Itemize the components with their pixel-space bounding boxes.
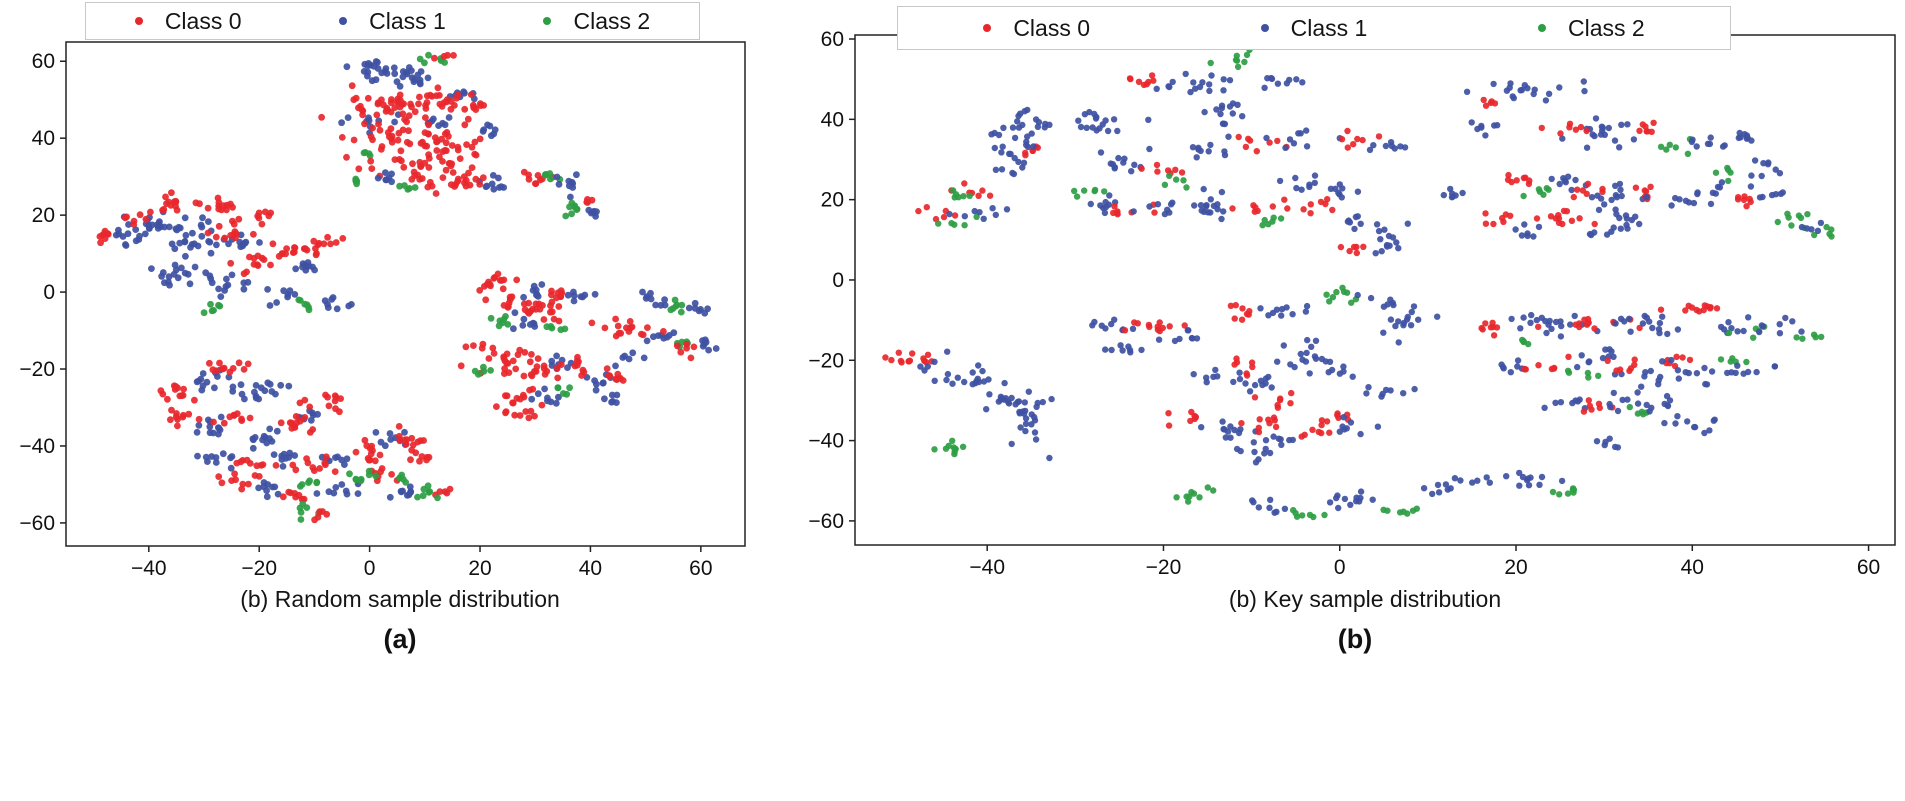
legend-item: Class 2 (495, 8, 699, 35)
legend: Class 0 Class 1 Class 2 (85, 2, 700, 40)
class-color-swatch-icon (339, 17, 348, 25)
legend-label: Class 0 (164, 7, 242, 34)
legend-item: Class 0 (86, 8, 290, 35)
y-tick-label: −60 (808, 510, 844, 533)
scatter-plot-svg: −40 −20 0 20 40 60 −60 −40 −20 0 20 40 60 (19, 41, 746, 580)
legend-label: Class 1 (369, 7, 446, 34)
y-tick-label: −60 (19, 512, 55, 535)
x-tick-label: 40 (1681, 556, 1704, 579)
legend-item: Class 1 (1175, 15, 1452, 42)
x-tick-label: 0 (364, 557, 376, 580)
y-tick-label: 20 (821, 189, 844, 212)
x-tick-label: −40 (131, 557, 167, 580)
class-color-swatch-icon (983, 24, 992, 32)
y-tick-label: −20 (808, 349, 844, 372)
panel-key-sample: Class 0 Class 1 Class 2 −40 −20 0 20 40 60 −60 −4… (805, 0, 1905, 801)
scatter-plot-key: −40 −20 0 20 40 60 −60 −40 −20 0 20 40 60 (805, 0, 1905, 580)
x-tick-label: 60 (689, 557, 712, 580)
caption-key: (b) Key sample distribution (1228, 586, 1502, 612)
y-tick-label: 0 (43, 281, 55, 304)
plot-frame (65, 41, 746, 547)
x-tick-label: −20 (1146, 556, 1182, 579)
plot-frame (854, 34, 1896, 546)
y-tick-label: 20 (32, 204, 55, 227)
caption-random: (b) Random sample distribution (240, 586, 560, 612)
panel-label-a: (a) (383, 624, 417, 654)
x-tick-label: 0 (1334, 556, 1346, 579)
legend: Class 0 Class 1 Class 2 (897, 6, 1731, 50)
legend-item: Class 1 (290, 8, 494, 35)
scatter-plot-svg: −40 −20 0 20 40 60 −60 −40 −20 0 20 40 60 (808, 28, 1896, 579)
scatter-points (882, 46, 1835, 521)
legend-label: Class 1 (1290, 14, 1368, 41)
class-color-swatch-icon (1537, 24, 1546, 32)
legend-item: Class 0 (898, 15, 1175, 42)
class-color-swatch-icon (134, 17, 143, 25)
y-tick-label: −20 (19, 358, 55, 381)
y-tick-label: −40 (19, 435, 55, 458)
y-tick-label: −40 (808, 430, 844, 453)
class-color-swatch-icon (543, 17, 552, 25)
y-tick-label: 40 (32, 127, 55, 150)
y-tick-label: 0 (832, 269, 844, 292)
class-color-swatch-icon (1260, 24, 1269, 32)
legend-label: Class 2 (573, 7, 651, 34)
panel-label-b: (b) (1337, 624, 1373, 654)
x-tick-label: −20 (241, 557, 277, 580)
y-tick-label: 60 (32, 50, 55, 73)
x-tick-label: 20 (1504, 556, 1527, 579)
scatter-plot-random: −40 −20 0 20 40 60 −60 −40 −20 0 20 40 60 (0, 0, 800, 580)
legend-item: Class 2 (1453, 15, 1730, 42)
y-tick-label: 40 (821, 108, 844, 131)
y-tick-label: 60 (821, 28, 844, 51)
x-tick-label: 40 (579, 557, 602, 580)
legend-label: Class 0 (1013, 14, 1091, 41)
x-tick-label: −40 (969, 556, 1005, 579)
panel-random-sample: Class 0 Class 1 Class 2 −40 −20 0 20 40 60 −60 −4… (0, 0, 800, 801)
x-tick-label: 60 (1857, 556, 1880, 579)
x-tick-label: 20 (468, 557, 491, 580)
scatter-points (96, 51, 720, 524)
legend-label: Class 2 (1567, 14, 1645, 41)
